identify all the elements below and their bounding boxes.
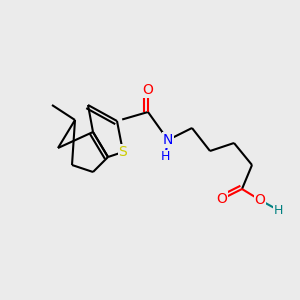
Text: O: O xyxy=(255,193,266,207)
Text: O: O xyxy=(142,83,153,97)
Text: N: N xyxy=(163,133,173,147)
Text: O: O xyxy=(217,192,227,206)
Text: S: S xyxy=(118,145,127,159)
Text: H: H xyxy=(160,151,170,164)
Text: H: H xyxy=(273,203,283,217)
